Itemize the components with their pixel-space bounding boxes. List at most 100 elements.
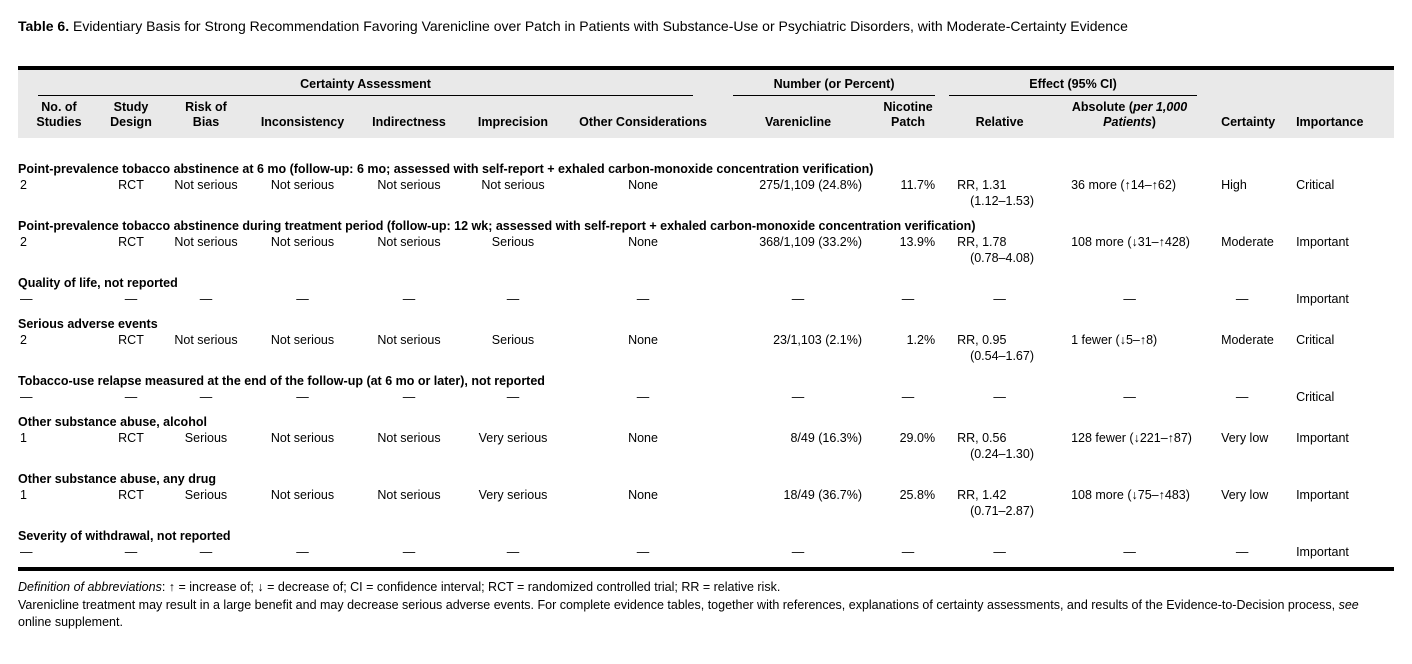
cell-imprecision: Not serious	[481, 178, 545, 192]
cell-indirectness: —	[402, 292, 416, 306]
cell-patch: 1.2%	[906, 333, 936, 347]
cell-indirectness: Not serious	[377, 178, 441, 192]
cell-absolute: —	[1123, 545, 1136, 559]
cell-importance: Important	[1296, 431, 1349, 445]
cell-design: RCT	[118, 178, 144, 192]
cell-risk-of-bias: Not serious	[174, 178, 238, 192]
cell-studies: —	[20, 390, 33, 404]
cell-certainty: —	[1235, 545, 1249, 559]
outcome-label: Point-prevalence tobacco abstinence at 6…	[18, 162, 874, 176]
cell-risk-of-bias: Not serious	[174, 235, 238, 249]
cell-importance: Critical	[1296, 333, 1335, 347]
cell-risk-of-bias: —	[199, 292, 213, 306]
cell-importance: Important	[1296, 235, 1349, 249]
cell-inconsistency: —	[296, 545, 309, 559]
cell-design: RCT	[118, 333, 144, 347]
cell-imprecision: Serious	[491, 333, 535, 347]
cell-other: —	[636, 292, 650, 306]
supplement-note: Varenicline treatment may result in a la…	[18, 597, 1359, 630]
col-header-imprecision: Imprecision	[477, 115, 549, 129]
outcome-label: Other substance abuse, alcohol	[18, 415, 207, 429]
cell-certainty: Moderate	[1221, 333, 1274, 347]
table-title: Table 6. Evidentiary Basis for Strong Re…	[18, 16, 1348, 37]
cell-relative: RR, 1.78 (0.78–4.08)	[957, 235, 1034, 265]
cell-absolute: —	[1123, 390, 1136, 404]
col-header-risk-of-bias: Risk of Bias	[185, 100, 227, 129]
cell-studies: —	[20, 292, 33, 306]
col-header-varenicline: Varenicline	[765, 115, 832, 129]
cell-studies: 1	[20, 431, 27, 445]
spanner-empty	[1203, 68, 1394, 96]
cell-other: None	[628, 488, 658, 502]
table-number-label: Table 6.	[18, 18, 70, 34]
col-header-nicotine-patch: Nicotine Patch	[883, 100, 933, 129]
spanner-number-or-percent: Number (or Percent)	[723, 68, 943, 96]
table-row: — — — — — — — — — — — — Critical	[18, 389, 1394, 405]
cell-absolute: —	[1123, 292, 1136, 306]
cell-imprecision: —	[506, 292, 520, 306]
cell-absolute: 108 more (↓75–↑483)	[1071, 488, 1190, 502]
table-row: — — — — — — — — — — — — Important	[18, 291, 1394, 307]
outcome-label: Tobacco-use relapse measured at the end …	[18, 374, 545, 388]
outcome-label: Severity of withdrawal, not reported	[18, 529, 231, 543]
col-header-no-of-studies: No. of Studies	[36, 100, 82, 129]
cell-inconsistency: Not serious	[270, 235, 335, 249]
table-row: 2 RCT Not serious Not serious Not serious Ser…	[18, 332, 1394, 364]
cell-relative: —	[993, 545, 1006, 559]
cell-other: None	[628, 333, 658, 347]
col-header-other-considerations: Other Considerations	[579, 115, 707, 129]
table-row: 1 RCT Serious Not serious Not serious Very se…	[18, 487, 1394, 519]
table-row: — — — — — — — — — — — — Important	[18, 544, 1394, 569]
cell-varenicline: 18/49 (36.7%)	[783, 488, 863, 502]
cell-risk-of-bias: Not serious	[174, 333, 238, 347]
cell-other: None	[628, 235, 658, 249]
cell-risk-of-bias: Serious	[184, 488, 228, 502]
outcome-label: Point-prevalence tobacco abstinence duri…	[18, 219, 976, 233]
col-header-study-design: Study Design	[110, 100, 152, 129]
cell-design: —	[124, 390, 138, 404]
abbreviations-note: Definition of abbreviations: ↑ = increas…	[18, 580, 781, 594]
cell-inconsistency: —	[296, 390, 309, 404]
cell-patch: 29.0%	[899, 431, 936, 445]
cell-other: —	[636, 545, 650, 559]
cell-certainty: —	[1235, 292, 1249, 306]
cell-indirectness: Not serious	[377, 431, 441, 445]
cell-studies: 2	[20, 333, 27, 347]
cell-risk-of-bias: —	[199, 390, 213, 404]
col-header-inconsistency: Inconsistency	[260, 115, 345, 129]
cell-certainty: —	[1235, 390, 1249, 404]
cell-indirectness: —	[402, 390, 416, 404]
table-row: 2 RCT Not serious Not serious Not serious Ser…	[18, 234, 1394, 266]
spanner-certainty-assessment: Certainty Assessment	[18, 68, 723, 96]
cell-absolute: 128 fewer (↓221–↑87)	[1071, 431, 1192, 445]
evidence-table: Certainty Assessment Number (or Percent)…	[18, 66, 1395, 571]
table-row: 1 RCT Serious Not serious Not serious Very se…	[18, 430, 1394, 462]
table-title-text: Evidentiary Basis for Strong Recommendat…	[72, 18, 1128, 34]
cell-relative: —	[993, 292, 1006, 306]
cell-indirectness: Not serious	[377, 488, 441, 502]
cell-inconsistency: Not serious	[270, 178, 335, 192]
table-row: 2 RCT Not serious Not serious Not serious Not…	[18, 177, 1394, 209]
cell-certainty: Very low	[1221, 431, 1269, 445]
cell-imprecision: Serious	[491, 235, 535, 249]
cell-imprecision: Very serious	[478, 488, 548, 502]
cell-studies: 1	[20, 488, 27, 502]
cell-patch: 11.7%	[900, 178, 936, 192]
cell-varenicline: —	[791, 390, 805, 404]
cell-relative: RR, 0.56 (0.24–1.30)	[957, 431, 1034, 461]
cell-studies: —	[20, 545, 33, 559]
table-body: Point-prevalence tobacco abstinence at 6…	[18, 138, 1394, 569]
cell-importance: Critical	[1296, 178, 1335, 192]
cell-design: RCT	[118, 235, 144, 249]
cell-certainty: High	[1221, 178, 1247, 192]
cell-patch: —	[901, 545, 915, 559]
cell-inconsistency: Not serious	[270, 488, 335, 502]
cell-patch: —	[901, 390, 915, 404]
spanner-effect-95-ci: Effect (95% CI)	[943, 68, 1203, 96]
cell-importance: Critical	[1296, 390, 1335, 404]
cell-imprecision: —	[506, 545, 520, 559]
cell-importance: Important	[1296, 545, 1349, 559]
cell-imprecision: —	[506, 390, 520, 404]
cell-varenicline: —	[791, 292, 805, 306]
